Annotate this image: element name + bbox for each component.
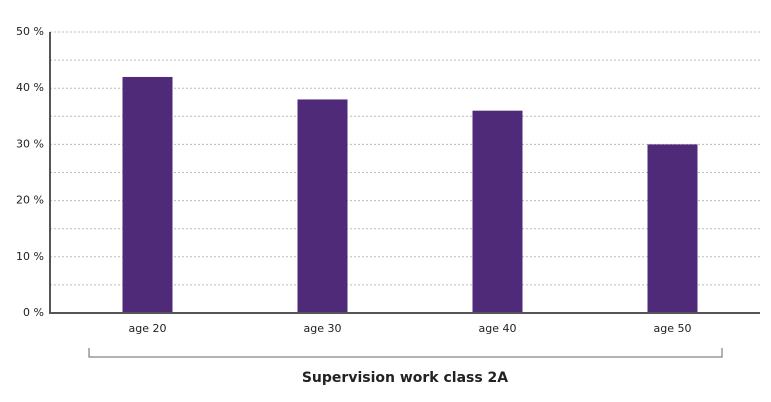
x-tick-label: age 40: [479, 322, 517, 335]
bar: [297, 99, 348, 313]
x-tick-label: age 20: [129, 322, 167, 335]
bars: [122, 76, 698, 314]
x-tick-label: age 50: [654, 322, 692, 335]
y-tick-label: 20 %: [16, 194, 44, 207]
bar: [647, 144, 698, 313]
bar: [122, 76, 173, 314]
y-tick-label: 30 %: [16, 137, 44, 150]
x-axis-label: Supervision work class 2A: [302, 370, 508, 386]
x-bracket: [88, 348, 723, 358]
y-tick-label: 50 %: [16, 25, 44, 38]
y-tick-label: 0 %: [23, 306, 44, 319]
y-tick-label: 40 %: [16, 81, 44, 94]
bar: [472, 110, 523, 314]
y-tick-label: 10 %: [16, 250, 44, 263]
x-tick-label: age 30: [304, 322, 342, 335]
